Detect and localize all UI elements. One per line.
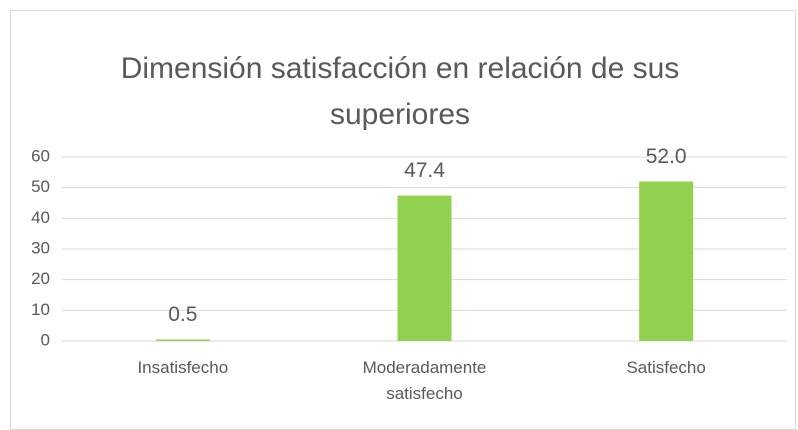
x-tick-label: Insatisfecho <box>137 358 229 377</box>
y-tick-label: 30 <box>31 238 50 257</box>
y-tick-label: 0 <box>41 330 50 349</box>
y-tick-label: 60 <box>31 146 50 165</box>
y-tick-label: 10 <box>31 300 50 319</box>
x-tick-label: Satisfecho <box>626 358 706 377</box>
chart-title: Dimensión satisfacción en relación de su… <box>120 52 680 131</box>
bar <box>397 195 452 341</box>
y-tick-label: 20 <box>31 269 50 288</box>
chart: Dimensión satisfacción en relación de su… <box>10 10 796 430</box>
data-label: 52.0 <box>646 145 687 168</box>
plot: 0 10 20 30 40 50 60 0.5 47.4 52.0 <box>31 145 787 349</box>
bar <box>639 181 694 341</box>
y-tick-label: 40 <box>31 208 50 227</box>
y-tick-label: 50 <box>31 177 50 196</box>
bar <box>155 339 210 341</box>
data-label: 0.5 <box>168 303 197 326</box>
x-tick-label: Moderadamente satisfecho <box>362 358 487 403</box>
data-label: 47.4 <box>404 159 445 182</box>
